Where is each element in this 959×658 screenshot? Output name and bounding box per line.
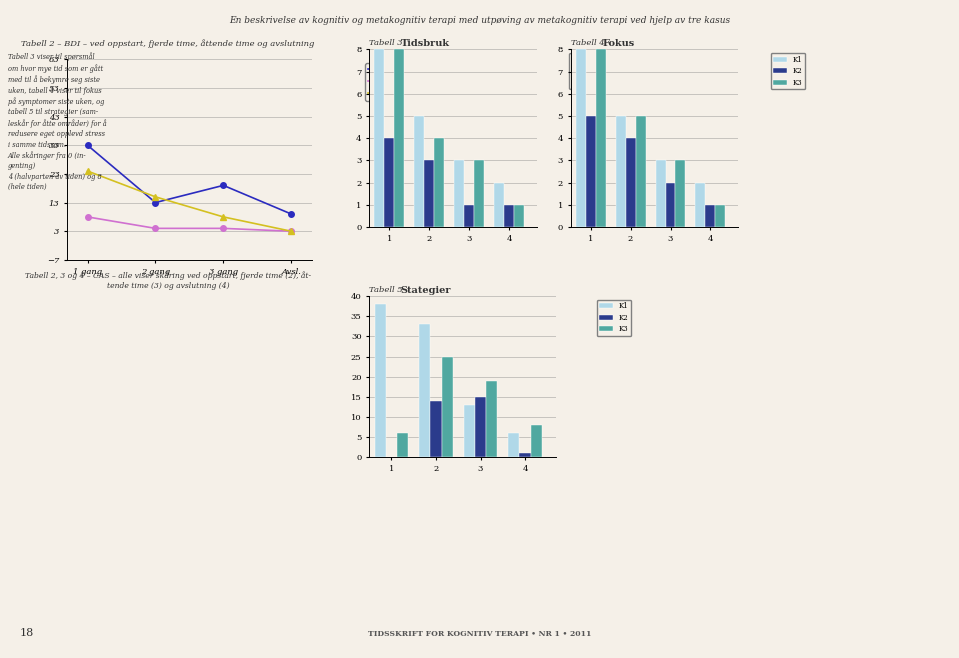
K 31: [286, 210, 297, 218]
Bar: [464, 405, 475, 457]
Text: Tabell 4: Tabell 4: [571, 39, 604, 47]
Bar: [464, 205, 474, 227]
K 29: [82, 213, 93, 221]
Bar: [530, 425, 542, 457]
Bar: [486, 381, 497, 457]
Legend: K1, K2, K3: K1, K2, K3: [570, 53, 604, 89]
Bar: [636, 116, 645, 227]
Bar: [374, 49, 385, 227]
Bar: [441, 357, 453, 457]
K 29: [150, 224, 161, 232]
Bar: [666, 183, 675, 227]
Bar: [616, 116, 625, 227]
Line: K 29: K 29: [84, 214, 294, 234]
Text: 18: 18: [19, 628, 34, 638]
Bar: [575, 49, 586, 227]
Text: Tidsbruk: Tidsbruk: [401, 39, 450, 49]
Bar: [675, 161, 686, 227]
Bar: [508, 433, 520, 457]
Text: Tabell 2, 3 og 4 – CAS – alle viser skåring ved oppstart, fjerde time (2), åt-
t: Tabell 2, 3 og 4 – CAS – alle viser skår…: [25, 272, 311, 290]
Bar: [504, 205, 514, 227]
Text: Tabell 3 viser til spørsmål
om hvor mye tid som er gått
med til å bekymre seg si: Tabell 3 viser til spørsmål om hvor mye …: [8, 53, 106, 191]
Bar: [715, 205, 725, 227]
Text: Fokus: Fokus: [602, 39, 635, 49]
Bar: [494, 183, 504, 227]
Bar: [394, 49, 404, 227]
K 41: [150, 193, 161, 201]
Legend: K 31, K 29, K 41: K 31, K 29, K 41: [365, 63, 410, 101]
K 41: [82, 167, 93, 175]
K 41: [218, 213, 229, 221]
Bar: [397, 433, 409, 457]
Bar: [424, 161, 434, 227]
Bar: [455, 161, 464, 227]
Legend: K1, K2, K3: K1, K2, K3: [771, 53, 806, 89]
Bar: [431, 401, 441, 457]
Bar: [475, 397, 486, 457]
Bar: [520, 453, 530, 457]
Text: Stategier: Stategier: [401, 286, 452, 295]
K 29: [218, 224, 229, 232]
Bar: [625, 138, 636, 227]
Text: TIDSSKRIFT FOR KOGNITIV TERAPI • NR 1 • 2011: TIDSSKRIFT FOR KOGNITIV TERAPI • NR 1 • …: [368, 630, 591, 638]
Bar: [656, 161, 666, 227]
Bar: [586, 116, 596, 227]
K 29: [286, 227, 297, 235]
Legend: K1, K2, K3: K1, K2, K3: [596, 299, 631, 336]
Line: K 41: K 41: [84, 168, 294, 234]
K 31: [150, 199, 161, 207]
Bar: [706, 205, 715, 227]
Bar: [375, 304, 386, 457]
K 41: [286, 227, 297, 235]
Text: Tabell 5: Tabell 5: [369, 286, 403, 294]
Text: En beskrivelse av kognitiv og metakognitiv terapi med utpøving av metakognitiv t: En beskrivelse av kognitiv og metakognit…: [229, 16, 730, 26]
Bar: [414, 116, 424, 227]
Bar: [419, 324, 431, 457]
Bar: [514, 205, 524, 227]
Bar: [474, 161, 484, 227]
Bar: [434, 138, 444, 227]
K 31: [218, 182, 229, 190]
Text: Tabell 2 – BDI – ved oppstart, fjerde time, åttende time og avslutning: Tabell 2 – BDI – ved oppstart, fjerde ti…: [21, 39, 315, 48]
Line: K 31: K 31: [84, 142, 294, 217]
Bar: [596, 49, 605, 227]
Bar: [695, 183, 706, 227]
K 31: [82, 141, 93, 149]
Text: Tabell 3: Tabell 3: [369, 39, 403, 47]
Bar: [385, 138, 394, 227]
